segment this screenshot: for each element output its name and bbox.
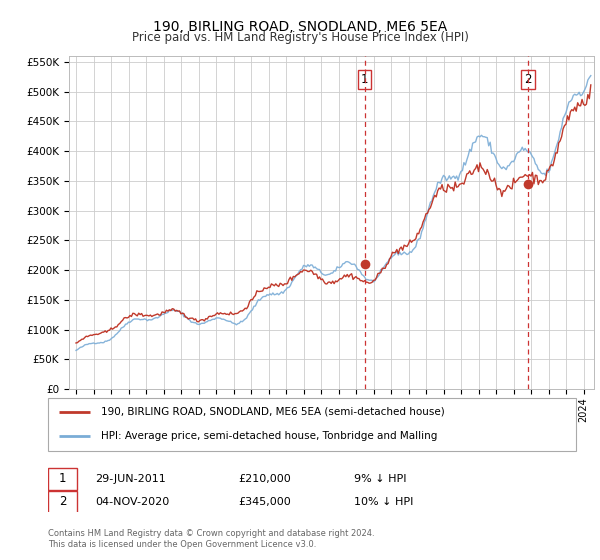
FancyBboxPatch shape xyxy=(48,398,576,451)
Text: 1: 1 xyxy=(361,73,368,86)
FancyBboxPatch shape xyxy=(48,468,77,490)
Text: 2: 2 xyxy=(524,73,532,86)
Text: 9% ↓ HPI: 9% ↓ HPI xyxy=(354,474,407,484)
Text: 10% ↓ HPI: 10% ↓ HPI xyxy=(354,497,413,507)
FancyBboxPatch shape xyxy=(48,491,77,513)
Text: £345,000: £345,000 xyxy=(238,497,291,507)
Text: 190, BIRLING ROAD, SNODLAND, ME6 5EA: 190, BIRLING ROAD, SNODLAND, ME6 5EA xyxy=(153,20,447,34)
Text: HPI: Average price, semi-detached house, Tonbridge and Malling: HPI: Average price, semi-detached house,… xyxy=(101,431,437,441)
Text: This data is licensed under the Open Government Licence v3.0.: This data is licensed under the Open Gov… xyxy=(48,540,316,549)
Text: 190, BIRLING ROAD, SNODLAND, ME6 5EA (semi-detached house): 190, BIRLING ROAD, SNODLAND, ME6 5EA (se… xyxy=(101,407,445,417)
Text: Price paid vs. HM Land Registry's House Price Index (HPI): Price paid vs. HM Land Registry's House … xyxy=(131,31,469,44)
Text: 04-NOV-2020: 04-NOV-2020 xyxy=(95,497,170,507)
Text: 29-JUN-2011: 29-JUN-2011 xyxy=(95,474,166,484)
Text: Contains HM Land Registry data © Crown copyright and database right 2024.: Contains HM Land Registry data © Crown c… xyxy=(48,529,374,538)
Text: £210,000: £210,000 xyxy=(238,474,291,484)
Text: 1: 1 xyxy=(59,473,66,486)
Text: 2: 2 xyxy=(59,495,66,508)
